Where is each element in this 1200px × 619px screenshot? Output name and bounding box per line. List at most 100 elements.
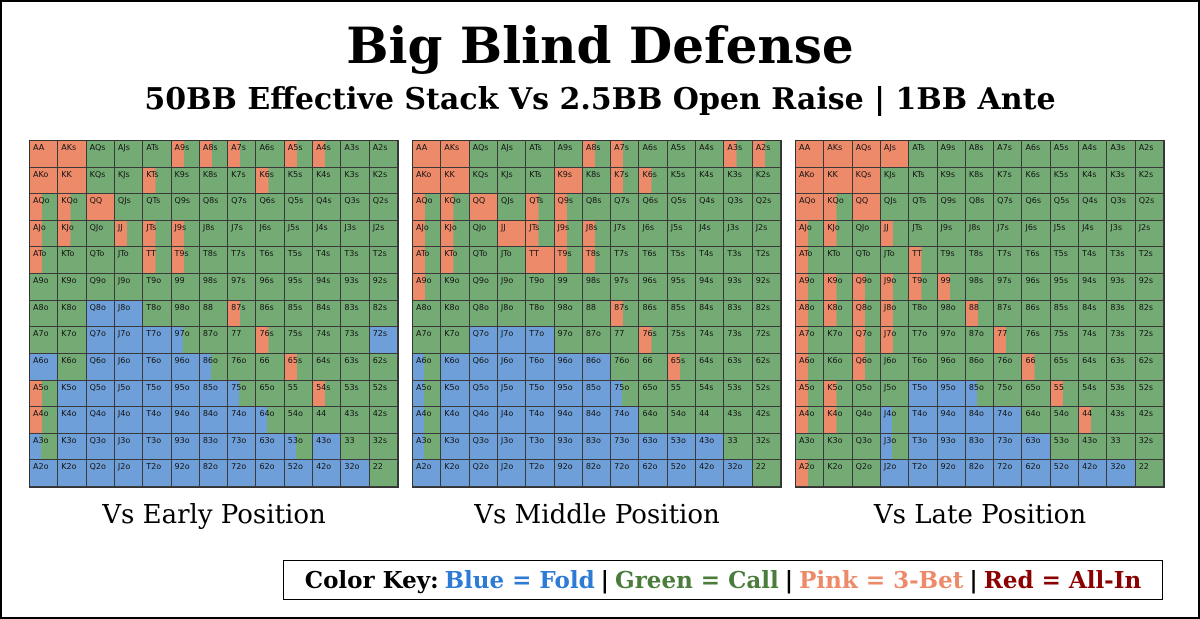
hand-label: 22	[755, 462, 766, 472]
hand-cell-fill	[86, 247, 114, 274]
hand-cell: 63s	[724, 353, 753, 381]
hand-cell-fill	[1022, 353, 1050, 380]
hand-grid-early: AA AKs AQs AJs ATs A9s A8s A7s A6s A5s A4s A3s A2s AK…	[29, 140, 399, 488]
hand-label: 84o	[968, 409, 984, 419]
hand-cell: 43o	[1079, 433, 1108, 461]
hand-label: KJs	[117, 169, 130, 179]
hand-cell-fill	[880, 407, 909, 433]
hand-cell-fill	[824, 380, 852, 407]
hand-cell: K5o	[441, 380, 470, 408]
hand-cell-fill	[30, 300, 58, 327]
hand-label: K6s	[259, 169, 274, 179]
hand-cell: KK	[58, 167, 87, 195]
hand-label: 74o	[231, 409, 247, 419]
hand-label: 65o	[259, 382, 275, 392]
hand-label: T3s	[727, 249, 742, 259]
hand-label: AKs	[61, 143, 77, 152]
hand-cell: 32s	[752, 433, 781, 461]
hand-cell-fill	[341, 380, 369, 407]
hand-label: 75s	[1053, 329, 1069, 339]
hand-cell: Q5s	[1050, 194, 1080, 221]
hand-cell-fill	[880, 433, 909, 460]
hand-cell-fill	[611, 247, 639, 274]
hand-cell: 94s	[313, 274, 342, 301]
hand-cell-fill	[256, 460, 284, 486]
hand-label: Q9o	[855, 276, 872, 286]
hand-cell: 73s	[1107, 327, 1136, 354]
hand-label: 54o	[670, 409, 686, 419]
hand-label: A3s	[727, 143, 743, 152]
hand-label: 94s	[699, 276, 714, 286]
hand-cell: 85s	[1050, 300, 1080, 328]
hand-cell-fill	[1022, 327, 1050, 353]
hand-label: J5s	[1053, 222, 1066, 232]
hand-cell: 66	[1022, 353, 1051, 381]
hand-label: J5s	[670, 222, 683, 232]
hand-label: T8s	[585, 249, 600, 259]
hand-label: K2s	[1138, 169, 1154, 179]
hand-cell: 43o	[313, 433, 342, 461]
hand-label: 86o	[202, 355, 218, 365]
hand-cell: J5s	[667, 220, 697, 248]
hand-label: T3s	[1110, 249, 1125, 259]
hand-cell: K2o	[824, 460, 853, 487]
hand-cell-fill	[341, 247, 369, 274]
hand-label: 98o	[174, 302, 190, 312]
hand-cell-fill	[1079, 194, 1107, 220]
hand-label: K5o	[827, 382, 843, 392]
hand-cell-fill	[86, 433, 114, 460]
hand-cell-fill	[937, 407, 965, 433]
hand-cell-fill	[696, 353, 724, 380]
hand-label: J9s	[557, 222, 570, 232]
hand-cell: ATs	[909, 141, 938, 168]
hand-cell: Q8s	[582, 194, 612, 221]
hand-cell: J3o	[114, 433, 144, 461]
hand-cell: 32o	[341, 460, 370, 487]
hand-cell-fill	[114, 460, 143, 486]
hand-cell: A2o	[796, 460, 825, 487]
hand-label: J4s	[316, 222, 328, 232]
hand-cell: T4o	[909, 407, 938, 434]
hand-label: A9o	[416, 276, 432, 286]
hand-cell: A3o	[796, 433, 825, 461]
hand-label: T9o	[529, 276, 545, 286]
hand-cell-fill	[611, 433, 639, 460]
hand-cell-fill	[313, 194, 341, 220]
hand-label: Q2s	[755, 196, 772, 206]
hand-label: QJs	[117, 196, 131, 206]
hand-cell: KQo	[824, 194, 853, 221]
hand-cell: Q2o	[469, 460, 498, 487]
hand-cell-fill	[1022, 194, 1050, 220]
hand-cell-fill	[554, 167, 582, 194]
hand-label: 87s	[997, 302, 1012, 312]
hand-cell-fill	[696, 247, 724, 274]
hand-cell-fill	[639, 300, 667, 327]
hand-cell: ATs	[526, 141, 555, 168]
hand-cell: T3s	[1107, 247, 1136, 275]
hand-cell-fill	[441, 167, 469, 194]
hand-cell: T4s	[1079, 247, 1108, 275]
hand-cell-fill	[30, 433, 58, 460]
hand-label: T4o	[146, 409, 162, 419]
hand-cell: K6s	[639, 167, 668, 195]
hand-cell: Q5o	[852, 380, 881, 408]
hand-cell-fill	[1050, 300, 1079, 327]
hand-cell: A6o	[413, 353, 442, 381]
hand-cell: K9o	[824, 274, 853, 301]
hand-cell: KTs	[143, 167, 172, 195]
hand-label: AA	[799, 143, 811, 152]
hand-cell: 32o	[724, 460, 753, 487]
hand-cell-fill	[696, 220, 724, 247]
hand-cell: 95s	[667, 274, 697, 301]
hand-cell-fill	[554, 247, 582, 274]
hand-cell-fill	[114, 353, 143, 380]
hand-cell: Q4s	[696, 194, 725, 221]
hand-cell-fill	[724, 220, 752, 247]
hand-cell: 96s	[1022, 274, 1051, 301]
hand-label: K2o	[61, 462, 77, 472]
hand-label: QQ	[89, 196, 103, 206]
hand-cell: 86o	[582, 353, 612, 381]
hand-cell-fill	[796, 220, 824, 247]
hand-cell: 98s	[582, 274, 612, 301]
hand-cell: A8s	[199, 141, 229, 168]
